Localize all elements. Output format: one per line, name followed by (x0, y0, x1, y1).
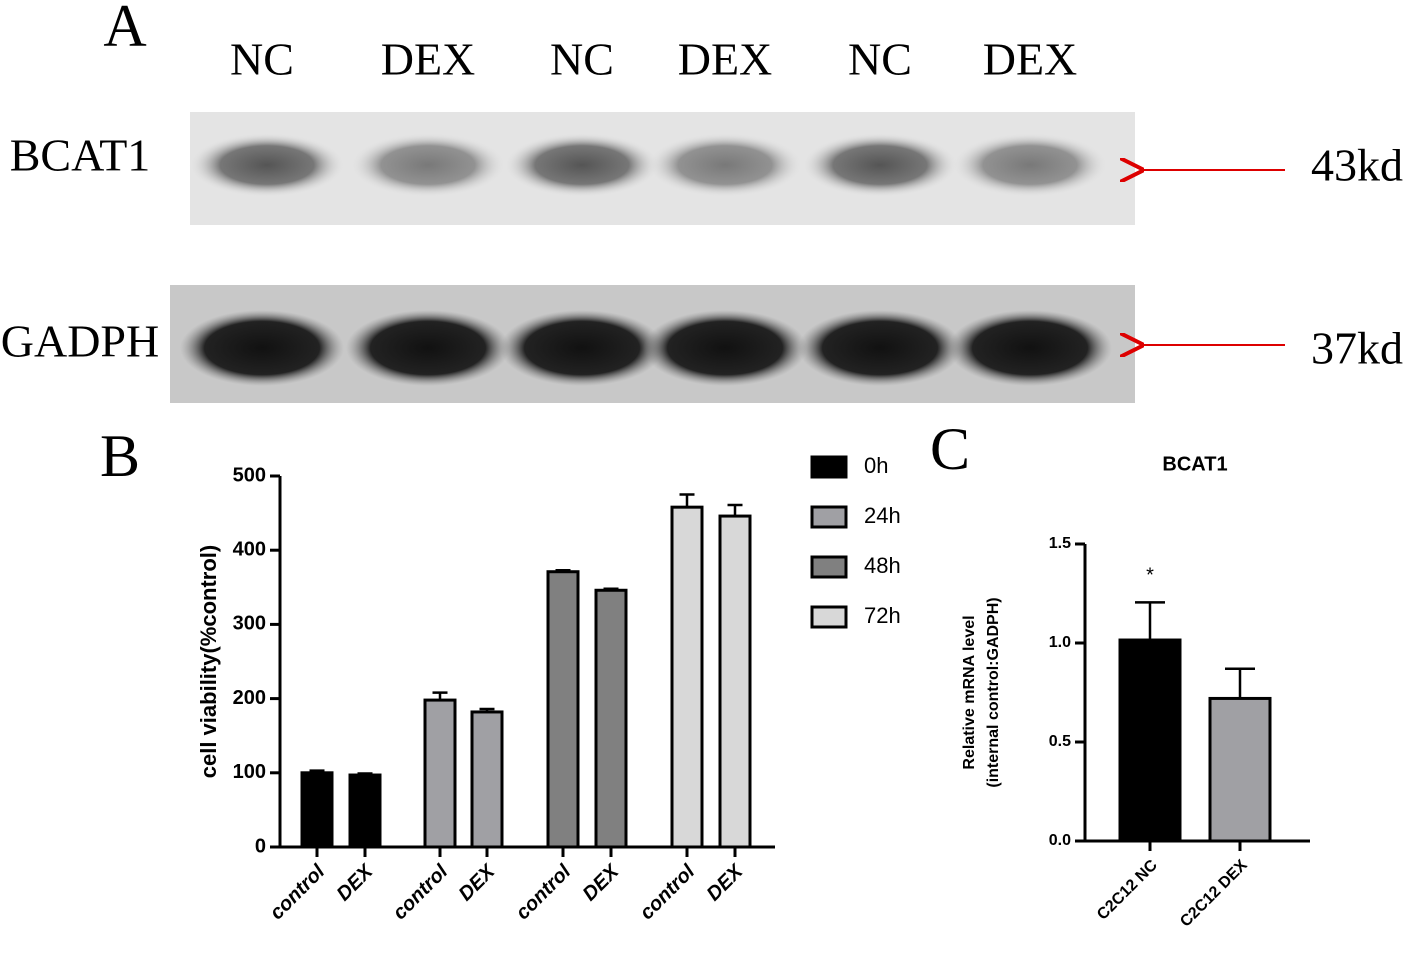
x-tick-label: DEX (579, 860, 625, 906)
band (647, 133, 803, 197)
x-tick-label: control (389, 860, 453, 924)
lane-label: NC (550, 34, 614, 85)
legend-swatch (810, 505, 848, 529)
bar (470, 710, 504, 849)
bar (718, 514, 752, 849)
size-label: 43kd (1311, 140, 1403, 191)
error-bar (1135, 601, 1165, 641)
x-tick-label: DEX (333, 860, 379, 906)
row-label: BCAT1 (10, 130, 151, 181)
panel-label: C (930, 416, 970, 482)
chart-title: BCAT1 (1162, 453, 1227, 475)
error-bar (603, 587, 619, 591)
x-tick-label: DEX (703, 860, 749, 906)
bar (670, 505, 704, 849)
legend-label: 48h (864, 553, 901, 578)
legend-swatch (810, 455, 848, 479)
lane-label: DEX (983, 34, 1078, 85)
band (504, 133, 660, 197)
bar (1118, 638, 1182, 843)
y-tick-label: 200 (233, 687, 266, 709)
error-bar (555, 568, 571, 572)
band (350, 133, 506, 197)
legend-swatch (810, 605, 848, 629)
error-bar (432, 691, 448, 701)
x-tick-label: C2C12 NC (1094, 856, 1161, 923)
x-tick-label: control (266, 860, 330, 924)
y-axis-label: Relative mRNA level (961, 615, 978, 769)
bar (1208, 696, 1272, 843)
legend-label: 24h (864, 503, 901, 528)
x-tick-label: control (512, 860, 576, 924)
bar (348, 773, 382, 849)
band (643, 310, 807, 386)
band (798, 310, 962, 386)
legend-swatch (810, 555, 848, 579)
lane-label: NC (848, 34, 912, 85)
error-bar (1225, 667, 1255, 699)
lane-label: DEX (381, 34, 476, 85)
band (189, 133, 345, 197)
bar (546, 570, 580, 849)
band (802, 133, 958, 197)
band (952, 133, 1108, 197)
y-tick-label: 500 (233, 464, 266, 486)
error-bar (357, 772, 373, 776)
bar (423, 698, 457, 849)
error-bar (309, 769, 325, 773)
y-axis-label: (internal control:GADPH) (985, 597, 1002, 787)
y-tick-label: 300 (233, 613, 266, 635)
legend-label: 0h (864, 453, 888, 478)
y-tick-label: 0.0 (1049, 832, 1071, 849)
bar (594, 588, 628, 849)
annotation: * (1146, 565, 1154, 587)
band (180, 310, 344, 386)
size-label: 37kd (1311, 323, 1403, 374)
lane-label: DEX (678, 34, 773, 85)
band (948, 310, 1112, 386)
y-tick-label: 1.0 (1049, 634, 1071, 651)
y-tick-label: 1.5 (1049, 535, 1071, 552)
panel-label: B (100, 423, 140, 489)
x-tick-label: DEX (455, 860, 501, 906)
panel-label: A (103, 0, 146, 59)
y-tick-label: 100 (233, 761, 266, 783)
y-tick-label: 0.5 (1049, 733, 1071, 750)
x-tick-label: control (636, 860, 700, 924)
band (346, 310, 510, 386)
bar (300, 771, 334, 849)
y-tick-label: 400 (233, 538, 266, 560)
error-bar (727, 503, 743, 517)
lane-label: NC (230, 34, 294, 85)
y-axis-label: cell viability(%control) (196, 545, 221, 779)
legend-label: 72h (864, 603, 901, 628)
row-label: GADPH (1, 316, 159, 367)
band (500, 310, 664, 386)
y-tick-label: 0 (255, 835, 266, 857)
error-bar (679, 493, 695, 508)
x-tick-label: C2C12 DEX (1177, 857, 1251, 931)
error-bar (479, 707, 495, 712)
